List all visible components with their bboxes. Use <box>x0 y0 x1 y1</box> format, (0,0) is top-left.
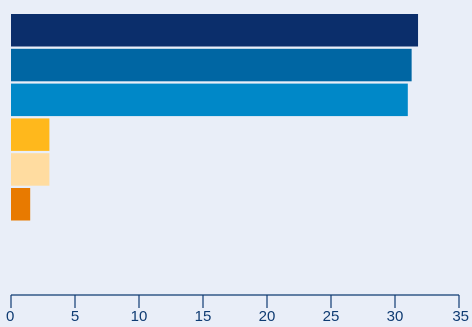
bar-6 <box>11 188 31 221</box>
x-tick-label-30: 30 <box>387 308 404 325</box>
bars-layer <box>11 14 419 221</box>
x-tick-label-25: 25 <box>323 308 340 325</box>
x-tick-label-10: 10 <box>131 308 148 325</box>
bar-2 <box>11 48 412 82</box>
bar-1 <box>11 14 419 47</box>
bar-4 <box>11 118 50 151</box>
x-axis: 0 5 10 15 20 25 30 35 <box>6 294 469 325</box>
x-tick-label-0: 0 <box>6 308 14 325</box>
x-tick-label-35: 35 <box>452 308 469 325</box>
bar-5 <box>11 153 50 186</box>
x-tick-label-5: 5 <box>71 308 79 325</box>
bar-3 <box>11 83 408 117</box>
x-tick-label-20: 20 <box>259 308 276 325</box>
x-tick-label-15: 15 <box>195 308 212 325</box>
